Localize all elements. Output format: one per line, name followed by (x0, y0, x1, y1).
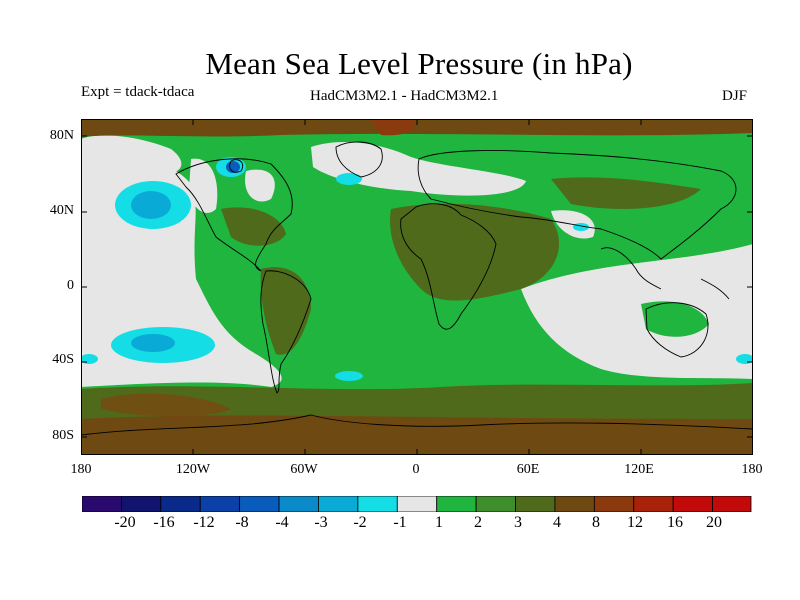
coastlines (81, 141, 753, 436)
colorbar-label: 12 (627, 514, 643, 531)
lon-tick-label: 0 (412, 462, 420, 477)
lat-tick-label: 0 (67, 278, 74, 293)
season-label: DJF (722, 88, 748, 104)
field-negative-west-edge (81, 354, 98, 364)
field-positive-arctic-core (371, 119, 415, 136)
field-australia (641, 301, 709, 337)
colorbar-label: -20 (114, 514, 136, 531)
colorbar-swatch (475, 496, 516, 512)
colorbar-label: -3 (314, 514, 328, 531)
colorbar-label: -4 (275, 514, 289, 531)
colorbar (82, 496, 752, 512)
field-positive-southpacific (101, 393, 231, 417)
field-negative-southatlantic (335, 371, 363, 381)
colorbar-swatch (633, 496, 674, 512)
lon-tick-label: 60E (516, 462, 540, 477)
colorbar-swatch (160, 496, 201, 512)
pressure-map (81, 119, 753, 455)
lon-tick-label: 120E (624, 462, 654, 477)
colorbar-label: 3 (514, 514, 522, 531)
colorbar-label: -2 (353, 514, 367, 531)
colorbar-label: -8 (235, 514, 249, 531)
colorbar-swatch (318, 496, 359, 512)
colorbar-label: 8 (592, 514, 600, 531)
field-neutral-northamerica (245, 169, 275, 202)
lat-tick-label: 40N (49, 203, 74, 218)
colorbar-label: -1 (393, 514, 407, 531)
colorbar-swatch (121, 496, 162, 512)
colorbar-swatch (712, 496, 752, 512)
lon-tick-label: 180 (70, 462, 92, 477)
colorbar-swatch (554, 496, 595, 512)
colorbar-label: 2 (474, 514, 482, 531)
field-negative-southpacific-core (131, 334, 175, 352)
colorbar-label: 20 (706, 514, 722, 531)
colorbar-swatch (82, 496, 122, 512)
colorbar-swatch (436, 496, 477, 512)
colorbar-swatch (515, 496, 556, 512)
lon-tick-label: 60W (290, 462, 318, 477)
colorbar-label: 4 (553, 514, 561, 531)
lon-tick-label: 180 (741, 462, 763, 477)
field-positive-africa-europe (390, 203, 560, 301)
field-negative-east-edge (736, 354, 753, 364)
lat-tick-label: 40S (52, 352, 74, 367)
field-positive-siberia (551, 177, 701, 209)
field-negative-northpacific-core (131, 191, 171, 219)
field-positive-antarctic (81, 415, 753, 455)
field-neutral-northpacific (81, 135, 182, 174)
colorbar-swatch (672, 496, 713, 512)
colorbar-swatch (199, 496, 241, 512)
models-label: HadCM3M2.1 - HadCM3M2.1 (310, 88, 499, 104)
colorbar-swatch (239, 496, 280, 512)
colorbar-swatch (278, 496, 319, 512)
colorbar-label: -12 (193, 514, 215, 531)
lon-tick-label: 120W (175, 462, 211, 477)
field-negative-northatlantic (336, 173, 362, 185)
colorbar-swatch (593, 496, 635, 512)
colorbar-label: -16 (153, 514, 175, 531)
map-frame (81, 119, 753, 455)
field-neutral-indian-ocean (521, 244, 753, 379)
colorbar-label: 16 (667, 514, 683, 531)
field-positive-arctic (81, 119, 753, 137)
experiment-label: Expt = tdack-tdaca (81, 84, 195, 100)
lat-tick-label: 80S (52, 428, 74, 443)
colorbar-swatch (357, 496, 398, 512)
colorbar-label: 1 (435, 514, 443, 531)
map-title: Mean Sea Level Pressure (in hPa) (205, 46, 633, 81)
colorbar-swatch (396, 496, 438, 512)
lat-tick-label: 80N (49, 128, 74, 143)
